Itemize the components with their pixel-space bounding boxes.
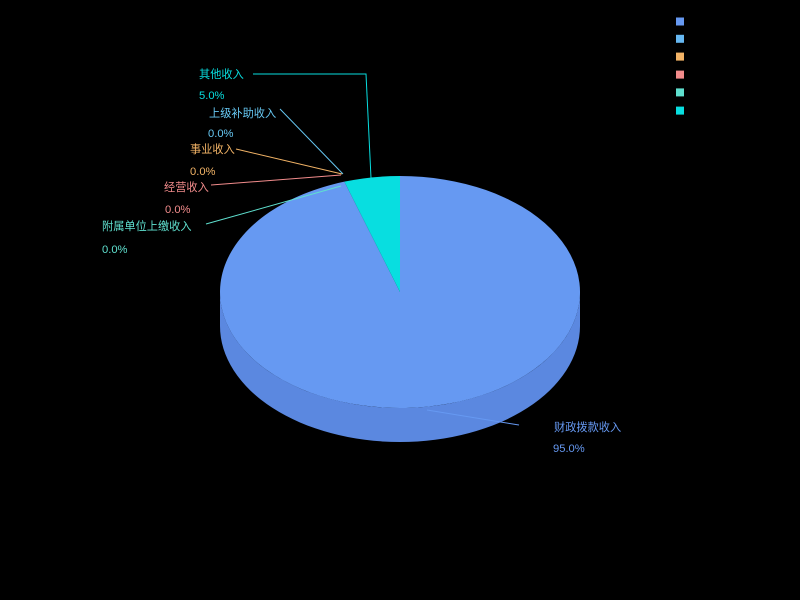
svg-text:5.0%: 5.0% [199, 90, 225, 102]
svg-text:其他收入: 其他收入 [199, 67, 244, 81]
svg-text:事业收入: 事业收入 [190, 142, 235, 156]
svg-text:95.0%: 95.0% [553, 443, 585, 455]
svg-text:经营收入: 经营收入 [164, 180, 209, 194]
svg-text:0.0%: 0.0% [190, 166, 216, 178]
svg-text:0.0%: 0.0% [165, 204, 191, 216]
svg-text:附属单位上缴收入: 附属单位上缴收入 [102, 219, 192, 233]
svg-text:上级补助收入: 上级补助收入 [209, 106, 276, 120]
svg-text:0.0%: 0.0% [102, 244, 128, 256]
svg-text:0.0%: 0.0% [208, 128, 234, 140]
svg-text:财政拨款收入: 财政拨款收入 [554, 420, 621, 434]
